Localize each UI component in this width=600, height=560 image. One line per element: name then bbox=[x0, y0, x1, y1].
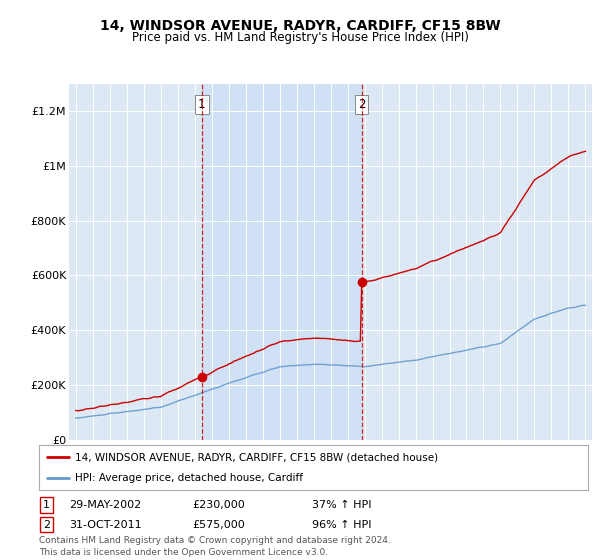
Text: 14, WINDSOR AVENUE, RADYR, CARDIFF, CF15 8BW: 14, WINDSOR AVENUE, RADYR, CARDIFF, CF15… bbox=[100, 19, 500, 33]
Text: £230,000: £230,000 bbox=[192, 500, 245, 510]
Text: £575,000: £575,000 bbox=[192, 520, 245, 530]
Text: 2: 2 bbox=[43, 520, 50, 530]
Text: 96% ↑ HPI: 96% ↑ HPI bbox=[312, 520, 371, 530]
Text: 1: 1 bbox=[43, 500, 50, 510]
Text: Contains HM Land Registry data © Crown copyright and database right 2024.
This d: Contains HM Land Registry data © Crown c… bbox=[39, 536, 391, 557]
Text: 2: 2 bbox=[358, 98, 365, 111]
Text: HPI: Average price, detached house, Cardiff: HPI: Average price, detached house, Card… bbox=[74, 473, 302, 483]
Text: 29-MAY-2002: 29-MAY-2002 bbox=[69, 500, 141, 510]
Text: 31-OCT-2011: 31-OCT-2011 bbox=[69, 520, 142, 530]
Text: 37% ↑ HPI: 37% ↑ HPI bbox=[312, 500, 371, 510]
Bar bbox=[202, 84, 362, 440]
Text: 1: 1 bbox=[198, 98, 206, 111]
Text: Price paid vs. HM Land Registry's House Price Index (HPI): Price paid vs. HM Land Registry's House … bbox=[131, 31, 469, 44]
Text: 14, WINDSOR AVENUE, RADYR, CARDIFF, CF15 8BW (detached house): 14, WINDSOR AVENUE, RADYR, CARDIFF, CF15… bbox=[74, 452, 438, 463]
